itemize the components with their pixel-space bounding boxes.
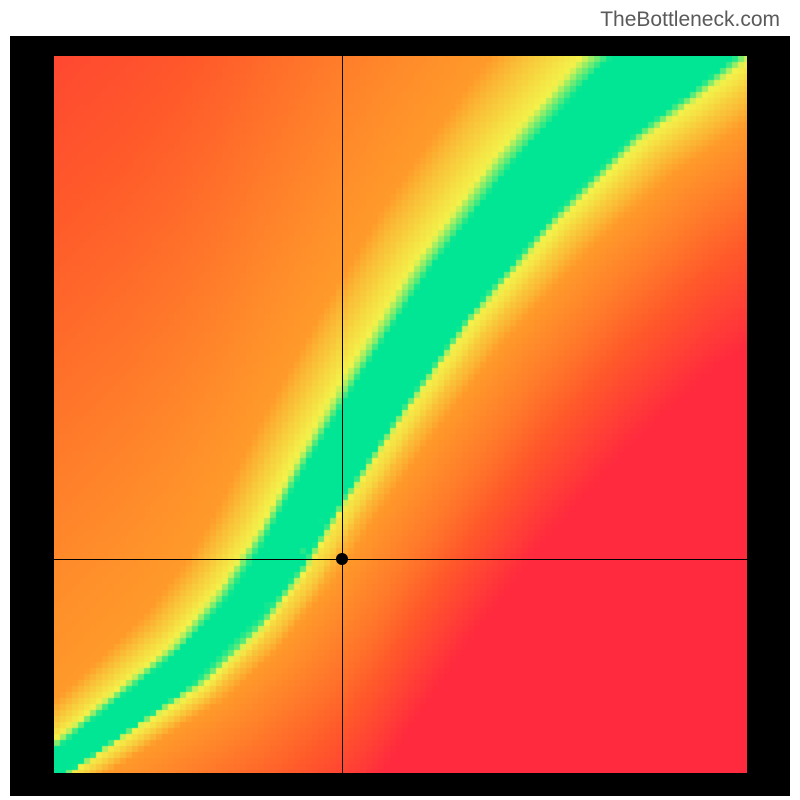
crosshair-horizontal	[54, 559, 747, 560]
heatmap-canvas	[54, 56, 747, 773]
crosshair-vertical	[342, 56, 343, 773]
data-point-marker	[336, 553, 348, 565]
chart-container: TheBottleneck.com	[0, 0, 800, 800]
attribution-text: TheBottleneck.com	[600, 8, 780, 32]
